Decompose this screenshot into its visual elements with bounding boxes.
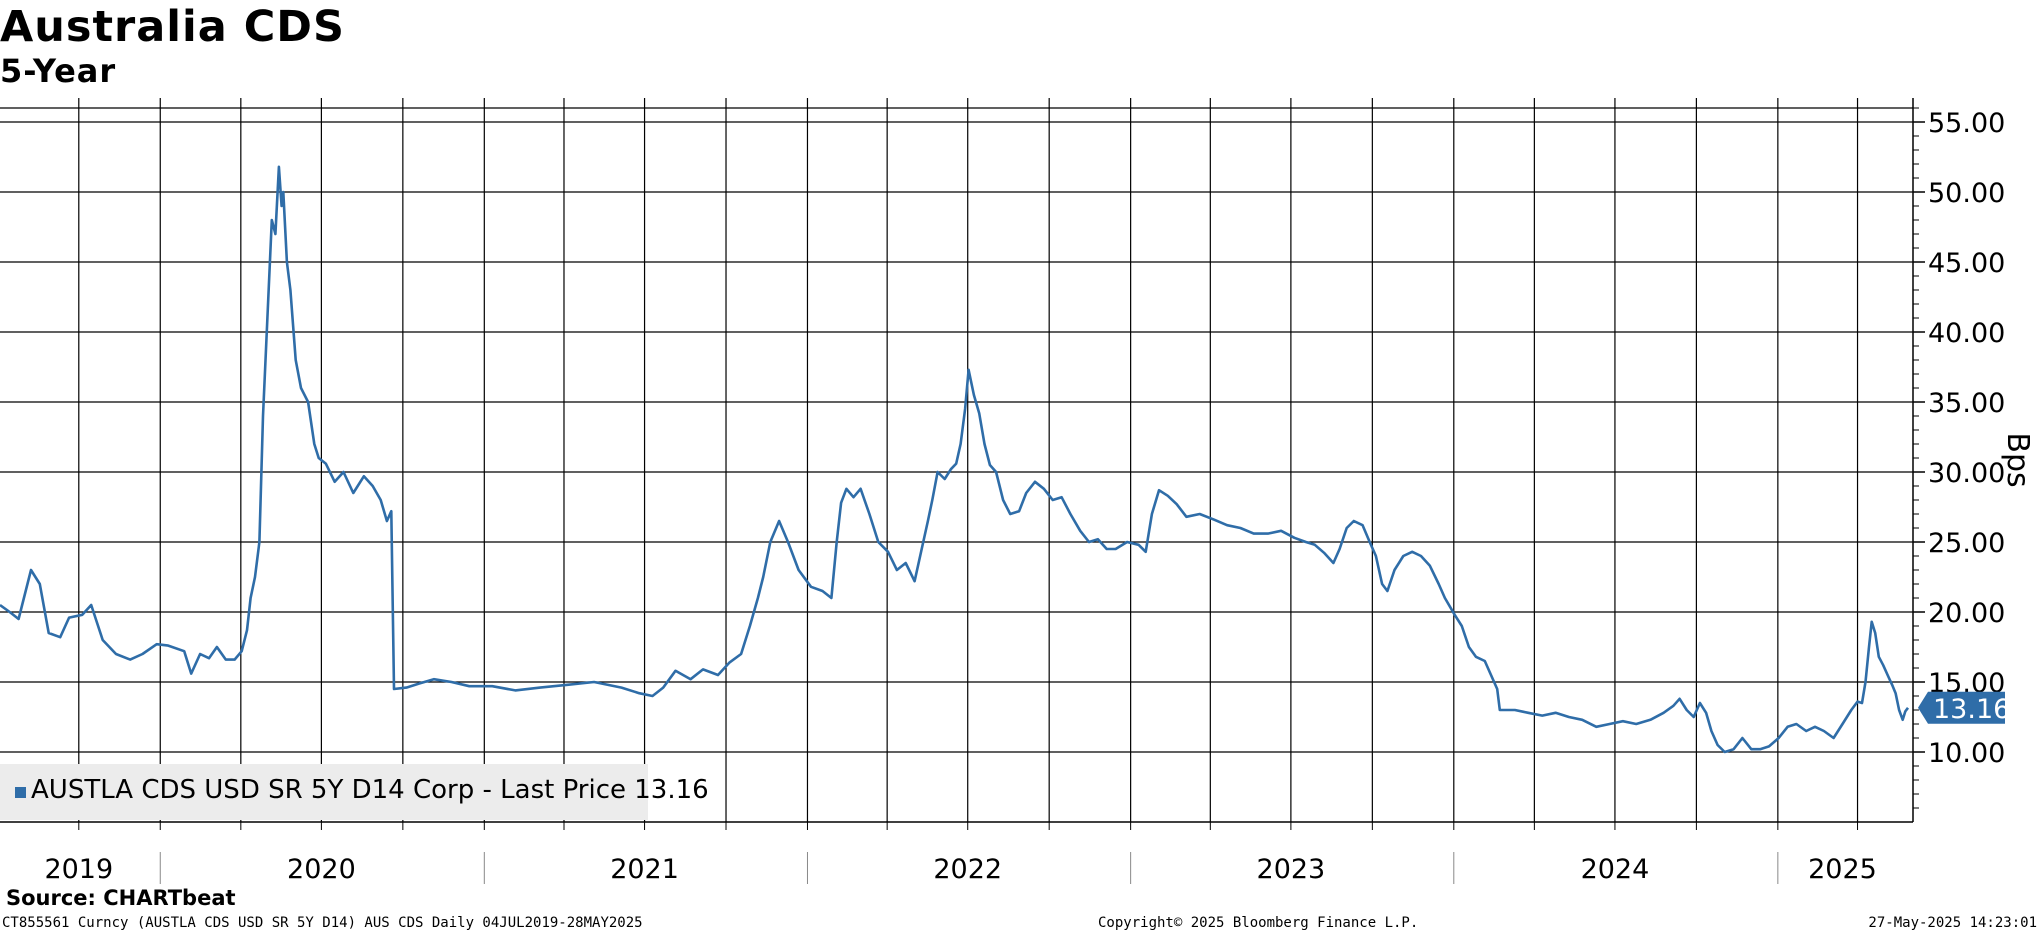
y-tick-label: 50.00 <box>1928 178 2005 209</box>
chart-title: Australia CDS <box>0 2 345 52</box>
y-tick-label: 20.00 <box>1928 598 2005 629</box>
footer-ticker-info: CT855561 Curncy (AUSTLA CDS USD SR 5Y D1… <box>2 915 643 931</box>
last-price-marker <box>1918 691 2005 724</box>
x-year-label: 2024 <box>1581 854 1650 885</box>
chart-subtitle: 5-Year <box>0 52 117 90</box>
x-year-label: 2020 <box>287 854 356 885</box>
y-tick-label: 10.00 <box>1928 738 2005 769</box>
footer-timestamp: 27-May-2025 14:23:01 <box>1868 915 2037 931</box>
y-axis-title: Bps <box>2000 432 2035 487</box>
footer-copyright: Copyright© 2025 Bloomberg Finance L.P. <box>1098 915 1419 931</box>
x-year-label: 2022 <box>933 854 1002 885</box>
series-line-group <box>0 165 1910 754</box>
x-axis: 2019 2020 2021 2022 2023 2024 2025 <box>44 822 1877 885</box>
legend-label: AUSTLA CDS USD SR 5Y D14 Corp - Last Pri… <box>31 775 709 805</box>
y-tick-label: 55.00 <box>1928 108 2005 139</box>
y-tick-label: 40.00 <box>1928 318 2005 349</box>
y-axis: 10.0015.0020.0025.0030.0035.0040.0045.00… <box>1913 107 2005 809</box>
last-price-value: 13.16 <box>1933 694 2010 725</box>
x-year-label: 2025 <box>1808 854 1877 885</box>
x-year-label: 2023 <box>1257 854 1326 885</box>
last-price-tag: 13.16 <box>1918 691 2010 725</box>
legend: AUSTLA CDS USD SR 5Y D14 Corp - Last Pri… <box>0 764 709 820</box>
y-tick-label: 45.00 <box>1928 248 2005 279</box>
source-note: Source: CHARTbeat <box>6 886 236 910</box>
x-year-label: 2019 <box>44 854 113 885</box>
plot-frame <box>0 98 1914 823</box>
y-tick-label: 30.00 <box>1928 458 2005 489</box>
series-line <box>0 165 1910 754</box>
legend-swatch <box>15 787 26 798</box>
x-year-label: 2021 <box>610 854 679 885</box>
y-tick-label: 35.00 <box>1928 388 2005 419</box>
y-tick-label: 25.00 <box>1928 528 2005 559</box>
